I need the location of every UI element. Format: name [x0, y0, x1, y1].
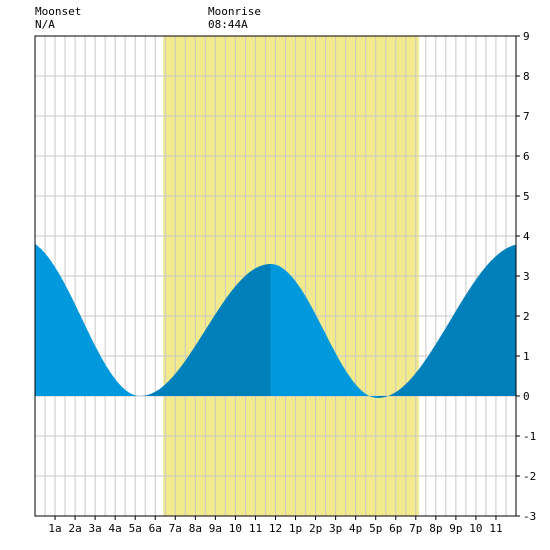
y-tick-label: -1: [523, 430, 536, 443]
tide-area-rising: [140, 264, 271, 396]
x-tick-label: 2a: [68, 522, 81, 535]
moonset-label: Moonset: [35, 5, 82, 18]
moonset-value: N/A: [35, 18, 55, 31]
y-tick-label: 4: [523, 230, 530, 243]
x-tick-label: 5p: [369, 522, 382, 535]
y-tick-label: -3: [523, 510, 536, 523]
x-tick-label: 6a: [149, 522, 162, 535]
y-tick-label: -2: [523, 470, 536, 483]
x-tick-label: 9a: [209, 522, 222, 535]
x-tick-label: 2p: [309, 522, 322, 535]
x-tick-label: 1p: [289, 522, 302, 535]
moonrise-label: Moonrise: [208, 5, 261, 18]
moonrise-value: 08:44A: [208, 18, 248, 31]
y-tick-label: 3: [523, 270, 530, 283]
y-tick-label: 1: [523, 350, 530, 363]
x-tick-label: 8p: [429, 522, 442, 535]
tide-area-falling: [270, 264, 378, 398]
x-tick-label: 6p: [389, 522, 402, 535]
x-tick-label: 9p: [449, 522, 462, 535]
x-tick-label: 8a: [189, 522, 202, 535]
y-tick-label: 0: [523, 390, 530, 403]
y-tick-label: 5: [523, 190, 530, 203]
x-tick-label: 7p: [409, 522, 422, 535]
tide-area-rising: [377, 244, 516, 398]
y-tick-label: 7: [523, 110, 530, 123]
x-tick-label: 1a: [48, 522, 61, 535]
x-tick-label: 12: [269, 522, 282, 535]
y-tick-label: 8: [523, 70, 530, 83]
x-tick-label: 4p: [349, 522, 362, 535]
x-tick-label: 4a: [109, 522, 122, 535]
y-tick-label: 6: [523, 150, 530, 163]
x-tick-label: 11: [249, 522, 262, 535]
x-tick-label: 11: [489, 522, 502, 535]
y-tick-label: 2: [523, 310, 530, 323]
x-tick-label: 3a: [89, 522, 102, 535]
tide-area-falling: [35, 244, 141, 396]
x-tick-label: 10: [469, 522, 482, 535]
x-tick-label: 10: [229, 522, 242, 535]
x-tick-label: 3p: [329, 522, 342, 535]
x-tick-label: 5a: [129, 522, 142, 535]
y-tick-label: 9: [523, 30, 530, 43]
x-tick-label: 7a: [169, 522, 182, 535]
